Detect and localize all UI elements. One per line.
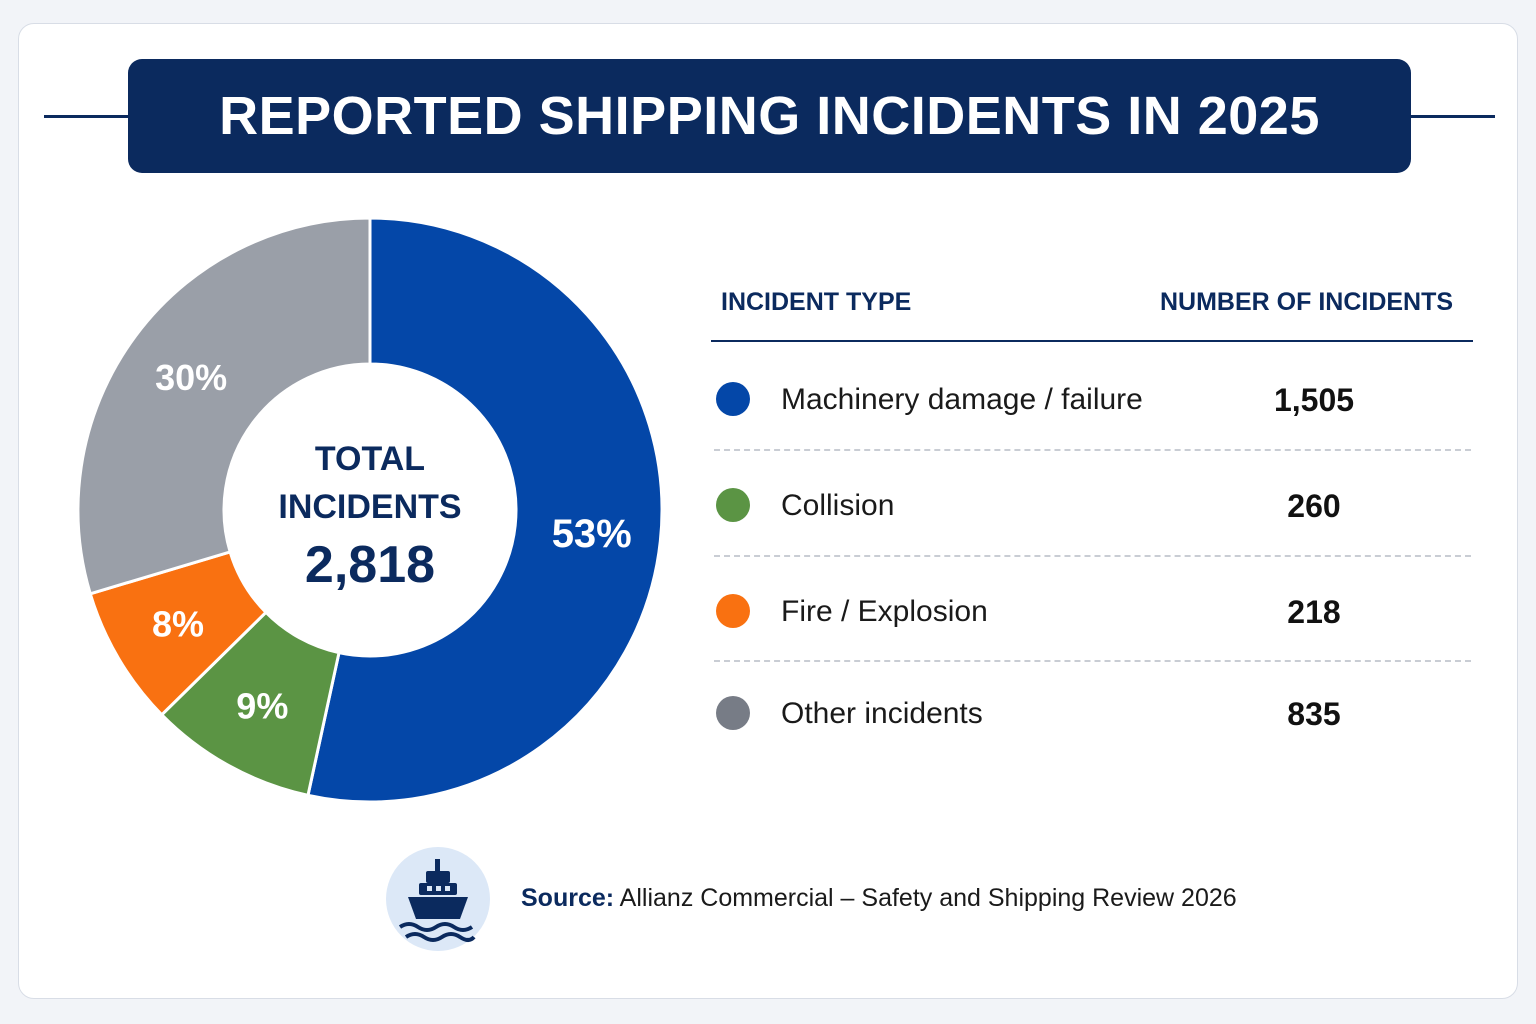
header-divider xyxy=(711,340,1473,342)
row-value: 260 xyxy=(1287,488,1341,524)
column-header-number-of-incidents: NUMBER OF INCIDENTS xyxy=(1160,288,1454,316)
center-label-line2: INCIDENTS xyxy=(278,488,461,526)
table-row: Collision 260 xyxy=(714,476,1471,536)
table-row: Other incidents 835 xyxy=(714,684,1471,744)
row-divider xyxy=(714,555,1471,557)
table-row: Fire / Explosion 218 xyxy=(714,582,1471,642)
title-rule-right xyxy=(1405,115,1495,118)
row-value: 835 xyxy=(1287,696,1341,732)
legend-dot-machinery xyxy=(716,382,750,416)
title-rule-left xyxy=(44,115,134,118)
row-divider xyxy=(714,449,1471,451)
legend-dot-fire xyxy=(716,594,750,628)
source-note: Source: Allianz Commercial – Safety and … xyxy=(521,884,1237,913)
row-value: 218 xyxy=(1287,594,1341,630)
legend-dot-other xyxy=(716,696,750,730)
source-citation: Allianz Commercial – Safety and Shipping… xyxy=(619,884,1237,912)
center-label-line1: TOTAL xyxy=(315,440,425,478)
row-label: Collision xyxy=(781,489,895,522)
page-title: REPORTED SHIPPING INCIDENTS IN 2025 xyxy=(219,86,1320,146)
source-label: Source: xyxy=(521,884,615,912)
row-value: 1,505 xyxy=(1273,382,1355,418)
donut-hole xyxy=(226,366,514,654)
slice-machinery xyxy=(306,216,664,804)
table-row: Machinery damage / failure 1,505 xyxy=(714,370,1471,430)
slice-label-other: 30% xyxy=(155,357,227,398)
row-label: Fire / Explosion xyxy=(781,595,988,628)
center-total-value: 2,818 xyxy=(305,536,435,594)
slice-other xyxy=(76,216,372,596)
column-header-incident-type: INCIDENT TYPE xyxy=(721,288,912,316)
row-label: Other incidents xyxy=(781,697,983,730)
slice-label-collision: 9% xyxy=(236,685,288,726)
legend-dot-collision xyxy=(716,488,750,522)
row-divider xyxy=(714,660,1471,662)
ship-icon xyxy=(386,847,490,951)
slice-label-machinery: 53% xyxy=(552,512,632,556)
row-label: Machinery damage / failure xyxy=(781,383,1143,416)
title-banner: REPORTED SHIPPING INCIDENTS IN 2025 xyxy=(128,59,1411,173)
slice-label-fire: 8% xyxy=(152,604,204,645)
